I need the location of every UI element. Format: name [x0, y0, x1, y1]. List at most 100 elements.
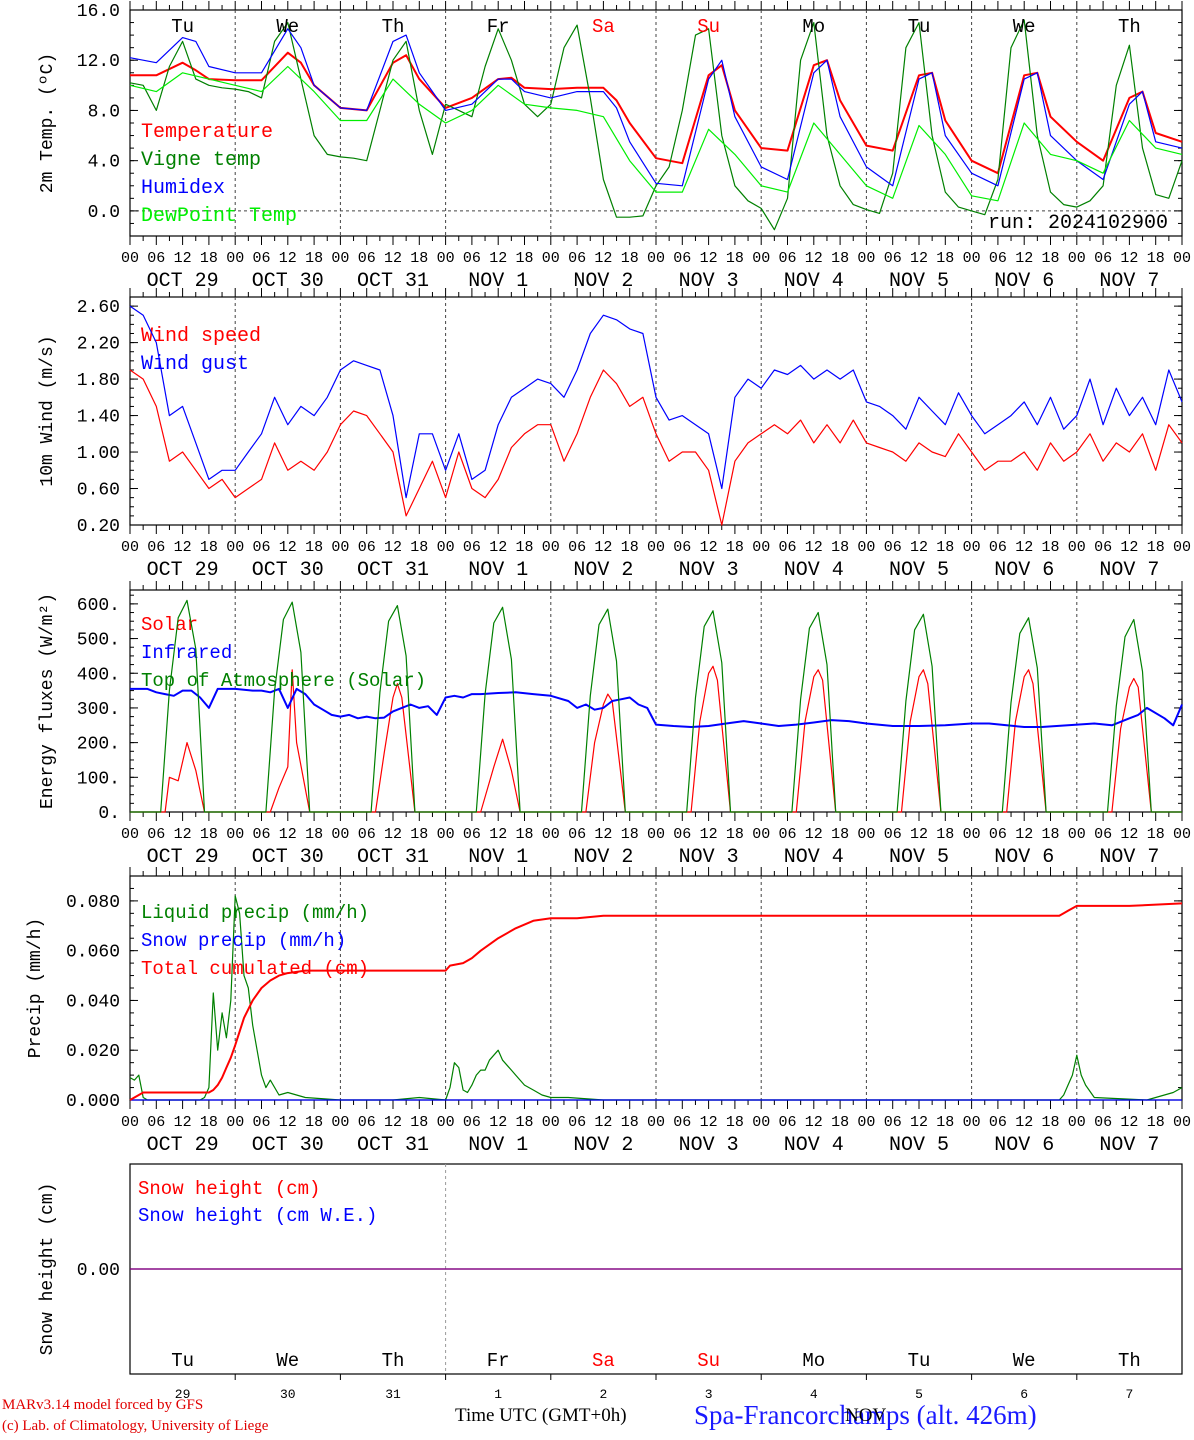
series-line-1-1: [130, 51, 1183, 175]
x-day-label: NOV 5: [889, 559, 949, 582]
x-hour-label: 00: [331, 539, 349, 556]
x-hour-label: 18: [1147, 250, 1165, 267]
panel-4: 0.000 0.020 0.040 0.060 0.080 Precip (mm/h) Li…: [26, 867, 1191, 1157]
weekday-label: Th: [1118, 1350, 1141, 1372]
x-hour-label: 12: [594, 826, 612, 843]
x-hour-label: 00: [963, 1114, 981, 1131]
x-hour-label: 00: [437, 826, 455, 843]
y-tick-label: 0.0: [88, 203, 120, 223]
weekday-label: Mo: [802, 1350, 825, 1372]
x-hour-label: 12: [384, 826, 402, 843]
x-hour-label: 00: [857, 1114, 875, 1131]
x-day-label: NOV 3: [679, 846, 739, 869]
x-day-label: NOV 5: [889, 1134, 949, 1157]
x-hour-label: 00: [1068, 539, 1086, 556]
x-hour-label: 00: [1068, 1114, 1086, 1131]
panel-3: 0. 100. 200. 300. 400. 500. 600. Energy fluxes …: [38, 581, 1191, 869]
x-hour-label: 18: [410, 539, 428, 556]
y-tick-label: 100.: [77, 769, 120, 789]
x-hour-label: 12: [489, 826, 507, 843]
x-hour-label: 00: [542, 826, 560, 843]
x-hour-label: 18: [831, 1114, 849, 1131]
x-hour-label: 12: [279, 1114, 297, 1131]
x-hour-label: 06: [147, 250, 165, 267]
x-hour-label: 12: [1015, 539, 1033, 556]
x-hour-label: 06: [884, 250, 902, 267]
weekday-label: Tu: [908, 1350, 931, 1372]
legend-entry: Total cumulated (cm): [141, 958, 369, 980]
x-day-label: OCT 31: [357, 1134, 429, 1157]
x-hour-label: 00: [963, 826, 981, 843]
x-hour-label: 18: [726, 826, 744, 843]
x-hour-label: 06: [463, 1114, 481, 1131]
series-line-3-2: [130, 687, 1183, 728]
x-hour-label: 06: [147, 539, 165, 556]
x-hour-label: 18: [515, 1114, 533, 1131]
x-hour-label: 18: [726, 1114, 744, 1131]
x-day-label: NOV 6: [994, 559, 1054, 582]
weekday-label: Th: [382, 1350, 405, 1372]
weekday-label: Sa: [592, 16, 615, 38]
x-day-label: OCT 30: [252, 846, 324, 869]
y-tick-label: 0.060: [66, 943, 120, 963]
x-hour-label: 12: [805, 826, 823, 843]
x-hour-label: 06: [147, 826, 165, 843]
weekday-label: Su: [697, 16, 720, 38]
x-hour-label: 18: [1041, 250, 1059, 267]
x-hour-label: 18: [936, 250, 954, 267]
x-hour-label: 00: [331, 1114, 349, 1131]
day-number-label: 7: [1125, 1387, 1133, 1402]
x-day-label: NOV 2: [573, 270, 633, 293]
weekday-label: Sa: [592, 1350, 615, 1372]
x-hour-label: 06: [568, 826, 586, 843]
x-day-label: OCT 29: [147, 270, 219, 293]
x-day-label: NOV 2: [573, 846, 633, 869]
x-hour-label: 00: [752, 1114, 770, 1131]
x-hour-label: 18: [831, 539, 849, 556]
x-hour-label: 06: [568, 250, 586, 267]
x-hour-label: 00: [647, 250, 665, 267]
x-hour-label: 06: [989, 250, 1007, 267]
x-hour-label: 00: [1068, 826, 1086, 843]
x-hour-label: 00: [226, 826, 244, 843]
x-hour-label: 06: [252, 539, 270, 556]
x-hour-label: 18: [936, 539, 954, 556]
x-hour-label: 12: [384, 539, 402, 556]
x-hour-label: 00: [437, 250, 455, 267]
weekday-label: Th: [1118, 16, 1141, 38]
x-hour-label: 18: [200, 539, 218, 556]
x-hour-label: 18: [305, 250, 323, 267]
x-hour-label: 00: [121, 826, 139, 843]
x-hour-label: 06: [1094, 539, 1112, 556]
x-hour-label: 18: [621, 826, 639, 843]
x-day-label: NOV 5: [889, 846, 949, 869]
panel-2: 0.20 0.60 1.00 1.40 1.80 2.20 2.60 10m Wind (m/…: [38, 288, 1191, 582]
x-hour-label: 12: [174, 826, 192, 843]
legend-entry: Liquid precip (mm/h): [141, 902, 369, 924]
run-annotation: run: 2024102900: [988, 212, 1168, 235]
x-hour-label: 00: [331, 250, 349, 267]
y-tick-label: 2.20: [77, 335, 120, 355]
x-hour-label: 00: [226, 539, 244, 556]
day-number-label: 6: [1020, 1387, 1028, 1402]
x-hour-label: 00: [542, 250, 560, 267]
legend-entry: Snow height (cm): [138, 1178, 320, 1200]
x-hour-label: 00: [121, 250, 139, 267]
x-hour-label: 12: [805, 1114, 823, 1131]
x-hour-label: 00: [647, 1114, 665, 1131]
x-day-label: NOV 1: [468, 1134, 528, 1157]
x-hour-label: 00: [752, 826, 770, 843]
day-number-label: 31: [385, 1387, 401, 1402]
x-hour-label: 18: [515, 539, 533, 556]
x-hour-label: 18: [410, 1114, 428, 1131]
x-day-label: NOV 7: [1099, 846, 1159, 869]
x-hour-label: 18: [1041, 539, 1059, 556]
x-hour-label: 12: [489, 250, 507, 267]
x-hour-label: 12: [489, 1114, 507, 1131]
x-hour-label: 12: [1015, 826, 1033, 843]
y-tick-label: 0.00: [77, 1261, 120, 1281]
x-hour-label: 06: [673, 826, 691, 843]
x-hour-label: 12: [384, 1114, 402, 1131]
x-hour-label: 06: [673, 1114, 691, 1131]
